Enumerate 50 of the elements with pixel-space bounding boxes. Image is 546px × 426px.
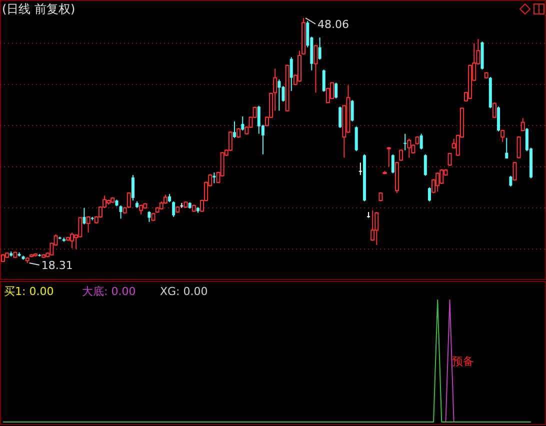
chart-title: (日线 前复权) (2, 2, 76, 16)
candlestick (334, 82, 338, 99)
candlestick (322, 69, 326, 92)
candlestick (236, 128, 241, 138)
candlestick (424, 154, 427, 176)
candlestick (391, 154, 394, 174)
text: 大底: 0.00 (82, 285, 136, 298)
candlestick (131, 174, 134, 201)
candlestick (257, 105, 260, 134)
candlestick (386, 146, 391, 168)
annotation: 48.06 (318, 18, 350, 31)
candlestick (497, 106, 500, 132)
candlestick (520, 118, 525, 132)
candlestick (241, 116, 244, 131)
candlestick (212, 172, 216, 184)
candlestick (492, 102, 496, 119)
candlestick (407, 138, 412, 158)
annotation: 预备 (452, 355, 474, 368)
candlestick (82, 207, 86, 225)
candlestick (404, 133, 407, 151)
candlestick (358, 162, 362, 176)
candlestick (318, 36, 322, 60)
candlestick (370, 210, 375, 242)
text: 买1: 0.00 (4, 285, 54, 298)
candlestick (172, 200, 176, 218)
text: XG: 0.00 (160, 285, 208, 298)
candlestick (399, 148, 404, 162)
candlestick (374, 212, 379, 246)
candlestick (509, 175, 512, 187)
candlestick (516, 136, 521, 159)
annotation: 18.31 (41, 259, 73, 272)
candlestick (148, 210, 151, 222)
candlestick (119, 204, 122, 220)
candlestick (428, 186, 431, 202)
candlestick (338, 106, 342, 129)
candlestick (233, 120, 236, 138)
candlestick (350, 100, 354, 122)
candlestick (86, 216, 90, 234)
candlestick (505, 137, 508, 159)
candlestick (139, 204, 144, 215)
candlestick (420, 133, 423, 150)
candlestick (314, 44, 318, 94)
candlestick (78, 216, 82, 238)
candlestick (500, 129, 505, 143)
candlestick (436, 172, 440, 192)
candlestick (448, 152, 452, 166)
candlestick (70, 232, 74, 249)
candlestick (290, 56, 293, 92)
candlestick (354, 126, 358, 152)
candlestick (278, 78, 281, 112)
